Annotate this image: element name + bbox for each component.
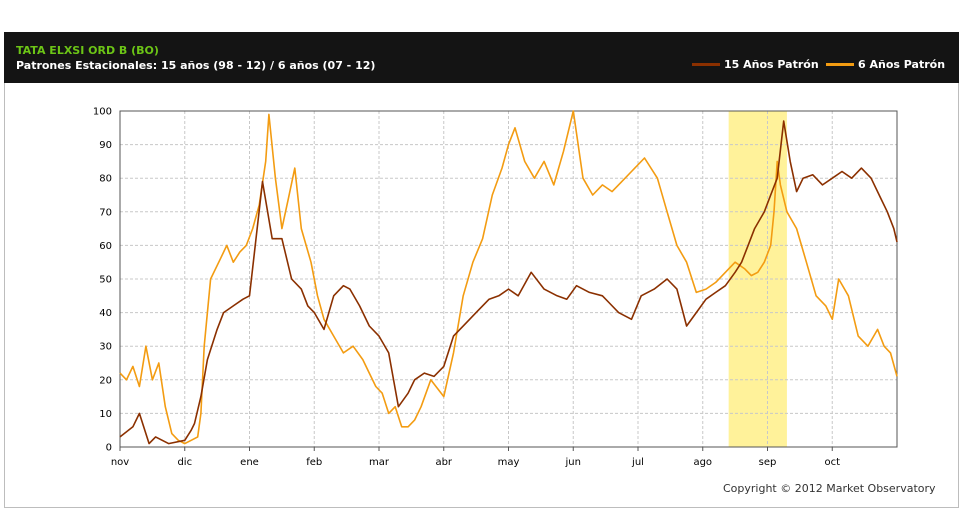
x-tick-label: mar	[369, 457, 390, 468]
axis-layer: 0 10 20 30 40 50 60 70 80 90 100 nov dic ene feb mar abr…	[93, 107, 898, 468]
y-tick-label: 40	[99, 308, 112, 319]
x-tick-label: abr	[435, 457, 452, 468]
x-tick-label: sep	[759, 457, 777, 468]
legend-label-15-years: 15 Años Patrón	[724, 58, 819, 71]
legend-swatch-6-years	[826, 63, 854, 66]
x-tick-label: jul	[631, 457, 644, 468]
ticker-title: TATA ELXSI ORD B (BO)	[16, 44, 159, 57]
series-line-6-years	[119, 110, 898, 445]
series-layer	[119, 110, 898, 445]
x-tick-label: feb	[306, 457, 322, 468]
x-tick-label: dic	[177, 457, 192, 468]
y-tick-label: 80	[99, 174, 112, 185]
plot-area-border	[119, 110, 898, 448]
x-tick-label: may	[498, 457, 520, 468]
legend-item-15-years: 15 Años Patrón	[692, 58, 819, 71]
series-line-15-years	[119, 120, 898, 445]
grid-layer	[120, 111, 897, 447]
x-tick-label: oct	[824, 457, 840, 468]
chart-subtitle: Patrones Estacionales: 15 años (98 - 12)…	[16, 59, 376, 72]
y-tick-label: 0	[106, 443, 112, 454]
x-tick-label: ene	[240, 457, 259, 468]
x-tick-label: nov	[111, 457, 129, 468]
copyright-text: Copyright © 2012 Market Observatory	[723, 482, 936, 495]
chart-header: TATA ELXSI ORD B (BO) Patrones Estaciona…	[4, 32, 959, 83]
y-tick-label: 20	[99, 375, 112, 386]
y-tick-label: 70	[99, 207, 112, 218]
y-tick-label: 90	[99, 140, 112, 151]
legend-swatch-15-years	[692, 63, 720, 66]
y-tick-label: 10	[99, 409, 112, 420]
x-tick-label: ago	[693, 457, 712, 468]
y-tick-label: 50	[99, 275, 112, 286]
y-tick-label: 30	[99, 342, 112, 353]
x-tick-label: jun	[565, 457, 581, 468]
y-tick-label: 100	[93, 107, 112, 118]
legend-label-6-years: 6 Años Patrón	[858, 58, 946, 71]
y-tick-label: 60	[99, 241, 112, 252]
legend-item-6-years: 6 Años Patrón	[826, 58, 945, 71]
